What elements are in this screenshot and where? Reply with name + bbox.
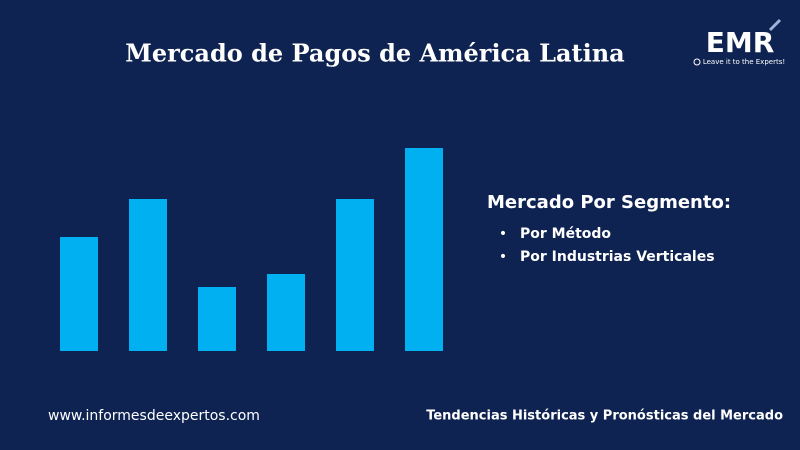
segment-heading: Mercado Por Segmento: (487, 192, 731, 213)
bar (405, 148, 443, 351)
bar (60, 237, 98, 351)
logo-name: EMR (706, 26, 775, 59)
bullet: • (499, 249, 507, 265)
chart-title: Mercado de Pagos de América Latina (125, 39, 624, 68)
footer-caption: Tendencias Históricas y Pronósticas del … (426, 409, 783, 424)
bar (198, 287, 236, 351)
logo-arrow (768, 18, 782, 32)
segment-item: Por Industrias Verticales (520, 249, 715, 265)
logo-tagline: Leave it to the Experts! (703, 58, 785, 66)
bar (267, 274, 305, 351)
website: www.informesdeexpertos.com (48, 408, 260, 424)
bar (336, 199, 374, 351)
logo-dot (693, 58, 701, 66)
bullet: • (499, 226, 507, 242)
segment-item: Por Método (520, 226, 611, 242)
bar (129, 199, 167, 351)
